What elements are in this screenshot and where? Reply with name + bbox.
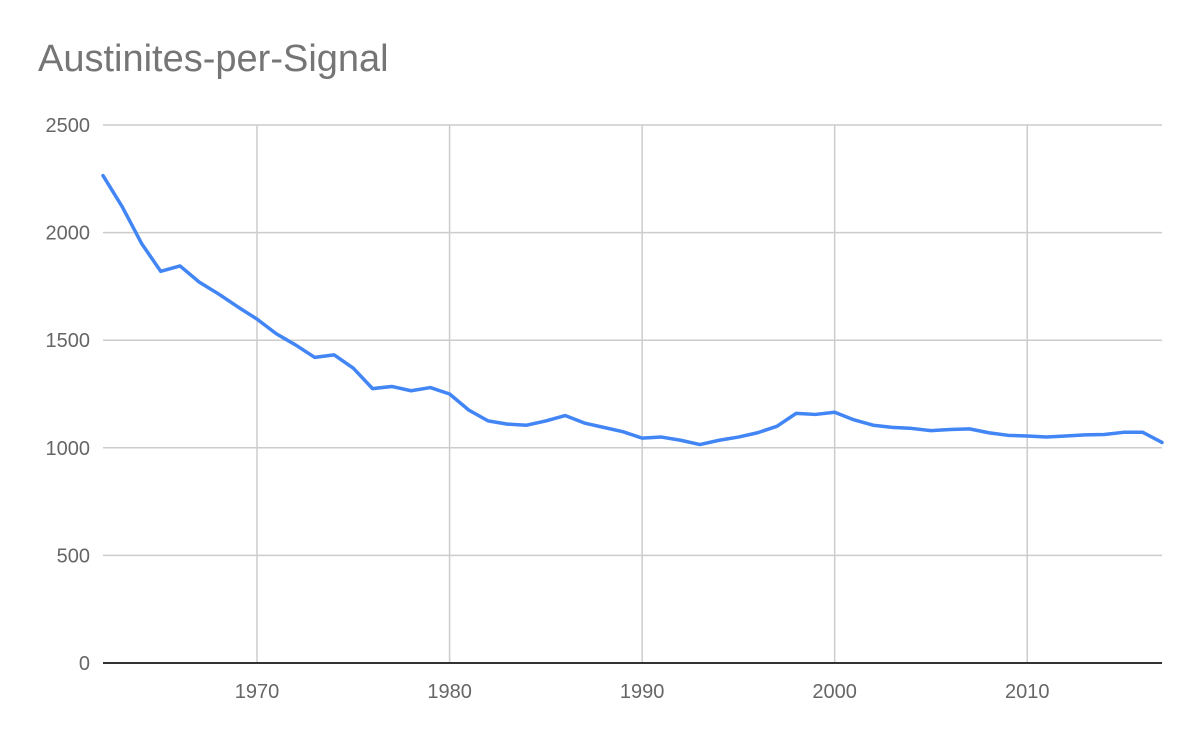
series-layer: [101, 173, 1164, 447]
series-line-0: [101, 173, 1164, 447]
y-tick-label-1000: 1000: [46, 438, 91, 460]
x-tick-label-1980: 1980: [427, 681, 472, 703]
chart-title: Austinites-per-Signal: [38, 38, 389, 80]
y-tick-label-1500: 1500: [46, 330, 91, 352]
y-tick-label-0: 0: [79, 653, 90, 675]
y-tick-label-500: 500: [57, 545, 90, 567]
y-tick-label-2000: 2000: [46, 223, 91, 245]
x-tick-label-2000: 2000: [812, 681, 857, 703]
gridlines: [103, 124, 1162, 663]
x-tick-label-1990: 1990: [620, 681, 665, 703]
x-tick-label-1970: 1970: [235, 681, 280, 703]
x-tick-label-2010: 2010: [1005, 681, 1050, 703]
y-tick-label-2500: 2500: [46, 115, 91, 137]
tick-labels: 0 500 1000 1500 2000 2500 1970 1980 1990 2000 2010: [46, 115, 1050, 703]
